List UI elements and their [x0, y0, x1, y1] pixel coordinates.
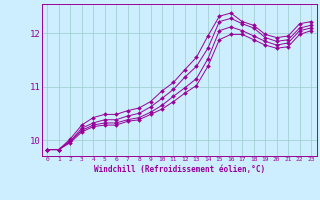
X-axis label: Windchill (Refroidissement éolien,°C): Windchill (Refroidissement éolien,°C): [94, 165, 265, 174]
